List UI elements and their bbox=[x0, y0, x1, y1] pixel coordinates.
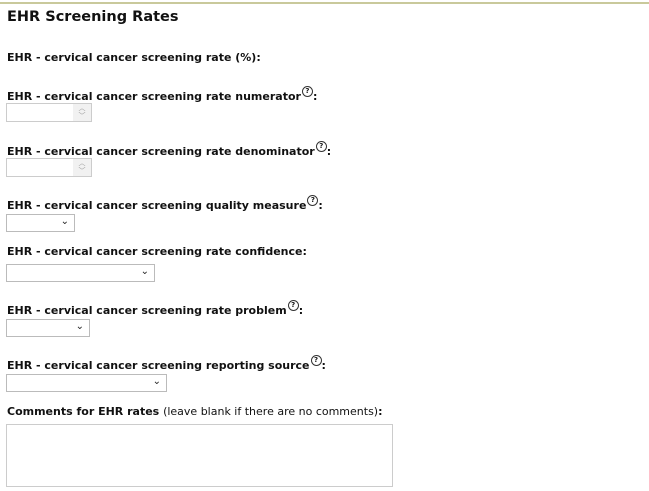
denominator-label-text: EHR - cervical cancer screening rate den… bbox=[7, 145, 315, 158]
problem-label-text: EHR - cervical cancer screening rate pro… bbox=[7, 304, 287, 317]
comments-hint: (leave blank if there are no comments) bbox=[163, 405, 379, 418]
comments-label: Comments for EHR rates (leave blank if t… bbox=[7, 405, 383, 418]
chevron-down-icon: ⌄ bbox=[75, 321, 84, 332]
rate-label: EHR - cervical cancer screening rate (%)… bbox=[7, 51, 261, 64]
colon: : bbox=[326, 145, 332, 158]
numerator-input[interactable]: ︿ ﹀ bbox=[6, 103, 92, 122]
quality-measure-label-text: EHR - cervical cancer screening quality … bbox=[7, 199, 307, 212]
top-border bbox=[0, 2, 649, 4]
quality-measure-select[interactable]: ⌄ bbox=[6, 214, 75, 232]
help-icon[interactable]: ? bbox=[287, 300, 299, 311]
section-title: EHR Screening Rates bbox=[7, 9, 179, 25]
quality-measure-label: EHR - cervical cancer screening quality … bbox=[7, 195, 323, 212]
denominator-input[interactable]: ︿ ﹀ bbox=[6, 158, 92, 177]
reporting-source-select[interactable]: ⌄ bbox=[6, 374, 167, 392]
reporting-source-label: EHR - cervical cancer screening reportin… bbox=[7, 355, 326, 372]
problem-select[interactable]: ⌄ bbox=[6, 319, 90, 337]
help-icon[interactable]: ? bbox=[301, 86, 313, 97]
reporting-source-label-text: EHR - cervical cancer screening reportin… bbox=[7, 359, 310, 372]
chevron-down-icon: ⌄ bbox=[140, 266, 149, 277]
spinner-icon[interactable]: ︿ ﹀ bbox=[73, 159, 91, 176]
numerator-label-text: EHR - cervical cancer screening rate num… bbox=[7, 90, 301, 103]
problem-label: EHR - cervical cancer screening rate pro… bbox=[7, 300, 303, 317]
comments-textarea[interactable] bbox=[6, 424, 393, 487]
help-icon[interactable]: ? bbox=[310, 355, 322, 366]
chevron-down-icon: ⌄ bbox=[152, 376, 161, 387]
numerator-label: EHR - cervical cancer screening rate num… bbox=[7, 86, 317, 103]
confidence-select[interactable]: ⌄ bbox=[6, 264, 155, 282]
colon: : bbox=[318, 199, 323, 212]
comments-label-text: Comments for EHR rates bbox=[7, 405, 160, 418]
colon: : bbox=[302, 245, 307, 258]
help-icon[interactable]: ? bbox=[307, 195, 319, 206]
confidence-label-text: EHR - cervical cancer screening rate con… bbox=[7, 245, 303, 258]
colon: : bbox=[378, 405, 383, 418]
denominator-label: EHR - cervical cancer screening rate den… bbox=[7, 141, 331, 158]
rate-label-text: EHR - cervical cancer screening rate (%) bbox=[7, 51, 257, 64]
colon: : bbox=[321, 359, 326, 372]
chevron-down-icon: ⌄ bbox=[60, 216, 69, 227]
colon: : bbox=[256, 51, 261, 64]
colon: : bbox=[298, 304, 304, 317]
confidence-label: EHR - cervical cancer screening rate con… bbox=[7, 245, 307, 258]
colon: : bbox=[312, 90, 318, 103]
spinner-icon[interactable]: ︿ ﹀ bbox=[73, 104, 91, 121]
help-icon[interactable]: ? bbox=[315, 141, 327, 152]
